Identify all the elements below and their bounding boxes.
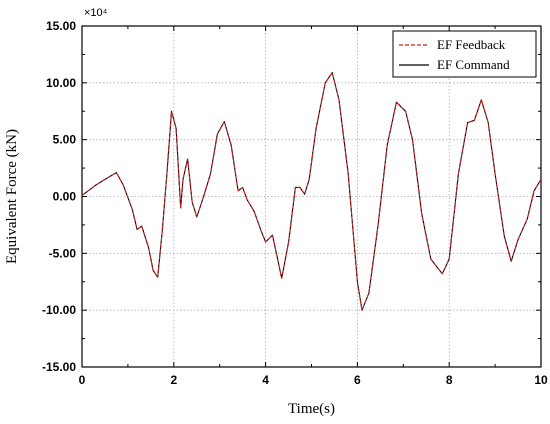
x-tick-label: 10 <box>534 373 548 387</box>
y-tick-label: 10.00 <box>46 76 76 90</box>
x-tick-label: 0 <box>79 373 86 387</box>
y-tick-label: 5.00 <box>53 133 77 147</box>
y-axis-title: Equivalent Force (kN) <box>4 129 20 264</box>
y-tick-label: -15.00 <box>42 360 76 374</box>
grid-lines <box>82 26 541 367</box>
legend: EF Feedback EF Command <box>392 30 537 78</box>
x-tick-label: 6 <box>354 373 361 387</box>
x-axis-ticks: 0 2 4 6 8 10 <box>79 26 548 387</box>
x-tick-label: 2 <box>170 373 177 387</box>
x-tick-label: 4 <box>262 373 269 387</box>
series-layer <box>81 72 542 311</box>
y-tick-label: 15.00 <box>46 19 76 33</box>
y-tick-label: -5.00 <box>49 246 77 260</box>
legend-label-ef-command: EF Command <box>437 57 510 72</box>
legend-box <box>392 30 537 78</box>
x-tick-label: 8 <box>446 373 453 387</box>
legend-label-ef-feedback: EF Feedback <box>437 37 506 52</box>
series-line-ef-feedback <box>81 72 542 311</box>
y-axis-multiplier: ×10⁴ <box>84 7 108 19</box>
y-tick-label: 0.00 <box>53 190 77 204</box>
y-axis-ticks: 15.00 10.00 5.00 0.00 -5.00 -10.00 -15.00 <box>42 19 541 374</box>
x-axis-title: Time(s) <box>288 401 335 417</box>
y-tick-label: -10.00 <box>42 303 76 317</box>
